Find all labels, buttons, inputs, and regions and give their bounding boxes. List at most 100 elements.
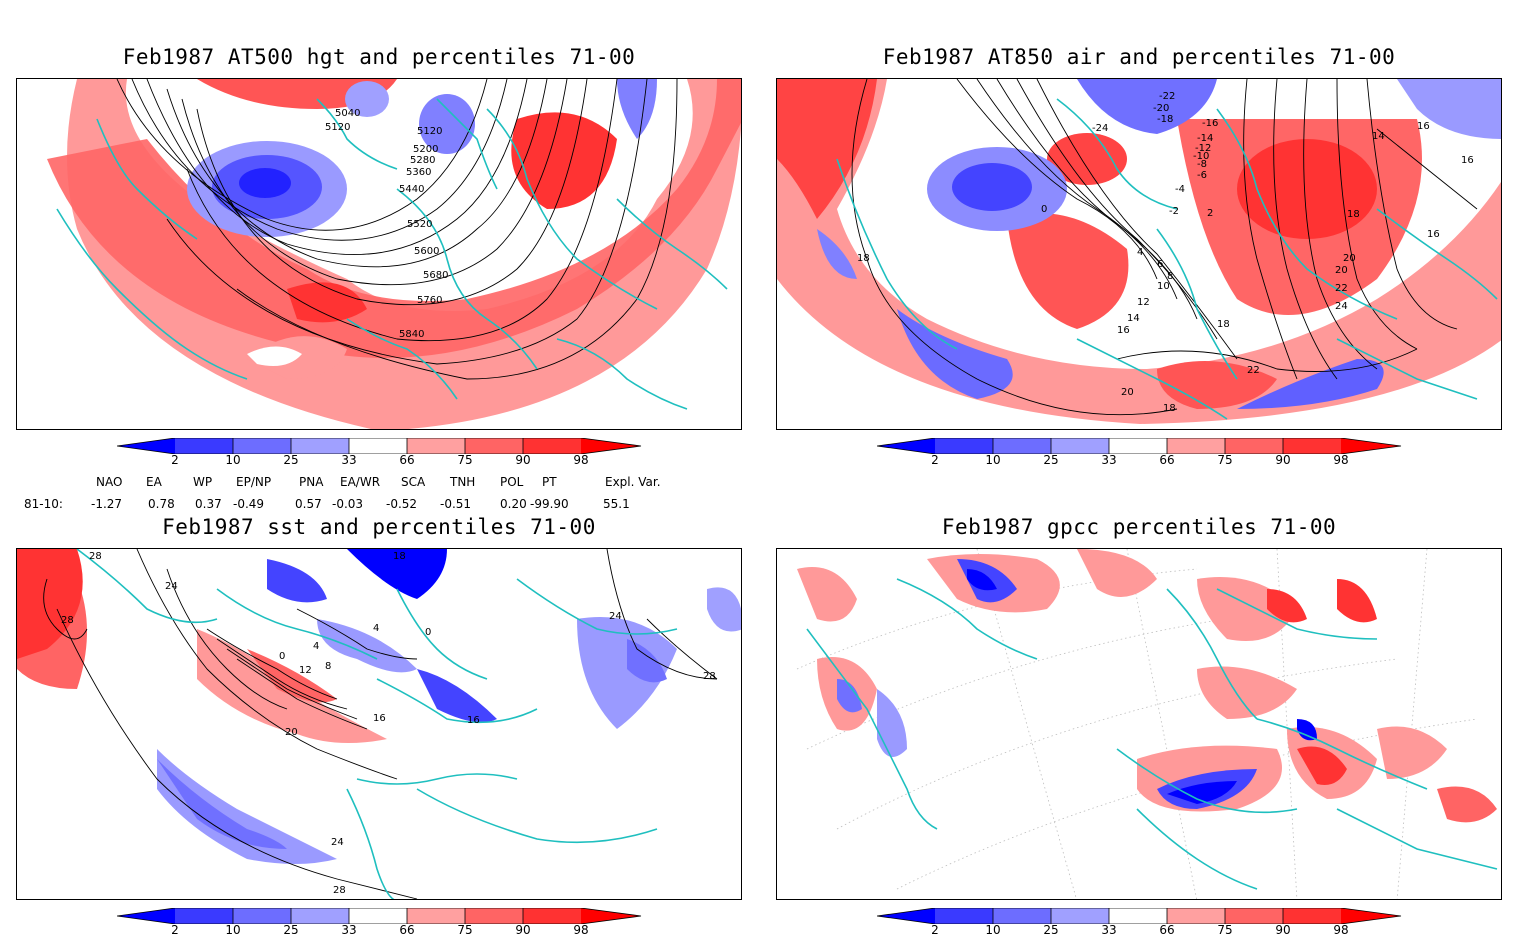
colorbar-swatch [175,908,233,924]
contour-label: 5280 [410,155,435,166]
contour-label: 16 [373,713,386,724]
map-gpcc [776,548,1502,900]
colorbar-swatch [935,908,993,924]
contour-label: 10 [1157,281,1170,292]
index-row-label: 81-10: [24,497,63,511]
colorbar-tick: 66 [399,923,415,937]
colorbar-swatch [465,908,523,924]
contour-label: -4 [1175,184,1185,195]
colorbar-tick: 10 [985,453,1001,467]
colorbar-swatch [233,908,291,924]
contour-label: 18 [1217,319,1230,330]
contour-label: 4 [1137,247,1143,258]
contour-label: 5360 [406,167,431,178]
colorbar-swatch [117,438,175,454]
colorbar-swatch [349,438,407,454]
colorbar-swatch [1283,908,1341,924]
colorbar-tick: 66 [1159,453,1175,467]
colorbar-swatch [1341,908,1401,924]
contour-label: 0 [425,627,431,638]
colorbar-tick: 2 [171,453,179,467]
index-header: PT [542,475,557,489]
colorbar-tick: 90 [1275,453,1291,467]
contour-label: -10 [1193,151,1209,162]
colorbar-swatch [993,438,1051,454]
colorbar-tick: 66 [399,453,415,467]
contour-label: 4 [313,641,319,652]
contour-label: -16 [1202,118,1218,129]
contour-label: -6 [1197,170,1207,181]
colorbar-swatch [581,438,641,454]
colorbar-swatch [1109,438,1167,454]
contour-label: 22 [1247,365,1260,376]
contour-label: -12 [1195,143,1211,154]
contour-label: 22 [1335,283,1348,294]
index-header: NAO [96,475,123,489]
panel-title-hgt: Feb1987 AT500 hgt and percentiles 71-00 [122,45,636,69]
colorbar-tick: 33 [1101,453,1117,467]
colorbar-swatch [1283,438,1341,454]
contour-label: 24 [609,611,622,622]
index-header: TNH [450,475,476,489]
colorbar-tick: 25 [1043,923,1059,937]
contour-label: 20 [1335,265,1348,276]
contour-label: 8 [1167,271,1173,282]
colorbar-swatch [1167,438,1225,454]
contour-label: 5680 [423,270,448,281]
index-value: -1.27 [91,497,123,511]
colorbar-swatch [407,438,465,454]
contour-label: 18 [1163,403,1176,414]
contour-label: 24 [1335,301,1348,312]
index-value: -0.49 [233,497,265,511]
contour-label: 28 [89,551,102,562]
contour-label: 20 [1121,387,1134,398]
contour-label: 5440 [399,184,424,195]
contour-label: 16 [1417,121,1430,132]
colorbar-1: 2 10 25 33 66 75 90 98 [117,438,647,474]
colorbar-swatch [993,908,1051,924]
colorbar-swatch [407,908,465,924]
colorbar-tick: 90 [515,453,531,467]
contour-label: 5120 [417,126,442,137]
index-value: 0.57 [295,497,322,511]
colorbar-swatch [291,438,349,454]
contour-label: 20 [285,727,298,738]
panel-title-air: Feb1987 AT850 air and percentiles 71-00 [882,45,1396,69]
index-value: 0.37 [195,497,222,511]
colorbar-swatch [523,438,581,454]
colorbar-tick: 25 [1043,453,1059,467]
contour-label: 5760 [417,295,442,306]
index-value: -0.52 [386,497,418,511]
contour-label: 5040 [335,108,360,119]
colorbar-swatch [175,438,233,454]
colorbar-swatch [349,908,407,924]
map-hgt500: 5040 5120 5120 5200 5280 5360 5440 5520 … [16,78,742,430]
index-header: EA/WR [340,475,381,489]
contour-label: 5120 [325,122,350,133]
colorbar-tick: 98 [1333,923,1349,937]
colorbar-swatch [1167,908,1225,924]
contour-label: 16 [1117,325,1130,336]
contour-label: 20 [1343,253,1356,264]
contour-label: 14 [1127,313,1140,324]
contour-label: 18 [1347,209,1360,220]
contour-label: 5840 [399,329,424,340]
contour-label: -22 [1159,91,1175,102]
colorbar-swatch [877,908,935,924]
colorbar-swatch [523,908,581,924]
index-header: WP [193,475,213,489]
colorbar-tick: 2 [931,923,939,937]
map-air850: -22 -20 -18 -16 -24 -14 -12 -10 -8 -6 -4… [776,78,1502,430]
colorbar-tick: 98 [573,453,589,467]
contour-label: 14 [1372,131,1385,142]
colorbar-tick: 33 [341,923,357,937]
colorbar-4: 2 10 25 33 66 75 90 98 [877,908,1407,944]
colorbar-swatch [1109,908,1167,924]
index-header: EP/NP [236,475,272,489]
colorbar-tick: 90 [515,923,531,937]
panel-title-sst: Feb1987 sst and percentiles 71-00 [162,515,596,539]
colorbar-tick: 66 [1159,923,1175,937]
index-header: PNA [299,475,324,489]
colorbar-tick: 75 [457,923,473,937]
contour-label: -14 [1197,133,1213,144]
